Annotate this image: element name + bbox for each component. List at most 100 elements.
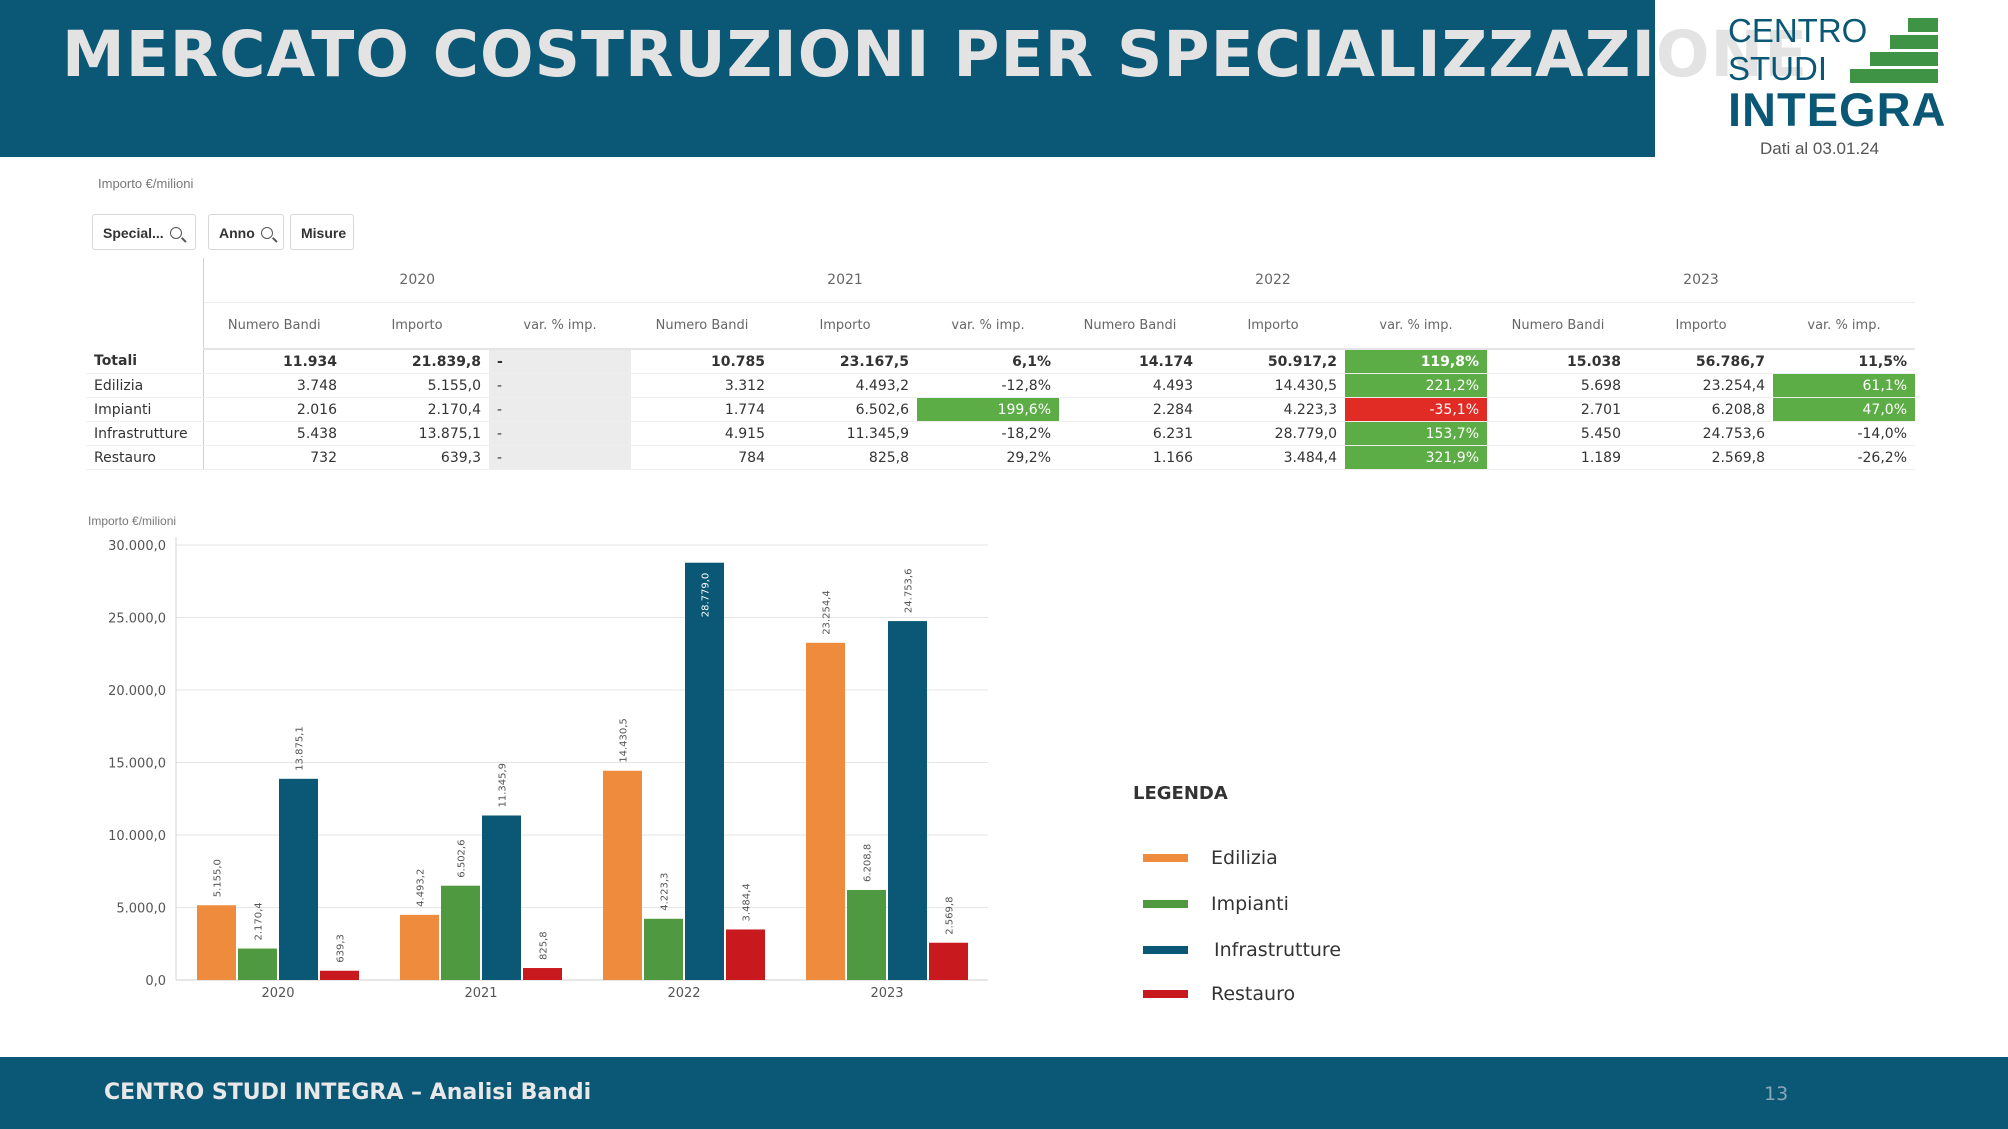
data-label: 4.223,3 — [660, 873, 671, 911]
data-label: 825,8 — [539, 931, 550, 960]
var-percent-cell: 221,2% — [1345, 373, 1487, 398]
year-header: 2021 — [631, 258, 1059, 303]
importo-cell: 4.223,3 — [1201, 397, 1345, 422]
misure-label: Misure — [301, 225, 347, 241]
numero-bandi-cell: 5.698 — [1487, 373, 1629, 398]
numero-bandi-cell: 2.701 — [1487, 397, 1629, 422]
table-row: Totali 11.934 21.839,8-10.785 23.167,5 6,1% 1… — [86, 349, 1915, 374]
column-header: var. % imp. — [1773, 302, 1915, 350]
var-percent-cell: -18,2% — [917, 421, 1059, 446]
numero-bandi-cell: 2.284 — [1059, 397, 1201, 422]
specializzazione-filter-label: Special... — [103, 225, 164, 241]
footer-text: CENTRO STUDI INTEGRA – Analisi Bandi — [104, 1080, 592, 1105]
var-percent-cell: -26,2% — [1773, 445, 1915, 470]
year-header: 2023 — [1487, 258, 1915, 303]
data-label: 14.430,5 — [619, 718, 630, 763]
data-label: 24.753,6 — [904, 569, 915, 614]
importo-cell: 23.167,5 — [773, 349, 917, 374]
page-title: MERCATO COSTRUZIONI PER SPECIALIZZAZIONE — [62, 18, 1809, 91]
misure-button[interactable]: Misure — [290, 214, 354, 250]
importo-cell: 6.208,8 — [1629, 397, 1773, 422]
var-percent-cell: 11,5% — [1773, 349, 1915, 374]
x-tick-label: 2022 — [667, 986, 700, 1001]
y-tick-label: 25.000,0 — [108, 612, 166, 627]
importo-cell: 4.493,2 — [773, 373, 917, 398]
bar-restauro-2021 — [523, 968, 562, 980]
numero-bandi-cell: 3.748 — [203, 373, 345, 398]
var-percent-cell: - — [489, 373, 631, 398]
numero-bandi-cell: 6.231 — [1059, 421, 1201, 446]
data-label: 13.875,1 — [295, 726, 306, 771]
var-percent-cell: - — [489, 421, 631, 446]
data-label: 639,3 — [336, 934, 347, 963]
bar-edilizia-2020 — [197, 905, 236, 980]
importo-cell: 14.430,5 — [1201, 373, 1345, 398]
y-tick-label: 10.000,0 — [108, 829, 166, 844]
importo-cell: 13.875,1 — [345, 421, 489, 446]
bar-edilizia-2022 — [603, 770, 642, 980]
bar-impianti-2020 — [238, 948, 277, 980]
bar-impianti-2022 — [644, 918, 683, 980]
column-header: var. % imp. — [489, 302, 631, 350]
column-header: Numero Bandi — [203, 302, 345, 350]
y-tick-label: 5.000,0 — [116, 902, 166, 917]
legend-item-edilizia: Edilizia — [1143, 843, 1443, 873]
numero-bandi-cell: 5.438 — [203, 421, 345, 446]
numero-bandi-cell: 3.312 — [631, 373, 773, 398]
importo-cell: 6.502,6 — [773, 397, 917, 422]
var-percent-cell: 321,9% — [1345, 445, 1487, 470]
column-header: var. % imp. — [917, 302, 1059, 350]
column-header: Numero Bandi — [1487, 302, 1629, 350]
var-percent-cell: 29,2% — [917, 445, 1059, 470]
data-label: 2.170,4 — [254, 902, 265, 940]
numero-bandi-cell: 15.038 — [1487, 349, 1629, 374]
table-unit-label: Importo €/milioni — [98, 176, 194, 191]
anno-filter-button[interactable]: Anno — [208, 214, 284, 250]
legend-item-infrastrutture: Infrastrutture — [1143, 935, 1443, 965]
legend-swatch — [1143, 900, 1188, 908]
table-row: Impianti 2.016 2.170,4-1.774 6.502,6 199,6% 2… — [86, 397, 1915, 422]
numero-bandi-cell: 1.774 — [631, 397, 773, 422]
bar-edilizia-2023 — [806, 642, 845, 980]
legend-item-restauro: Restauro — [1143, 979, 1443, 1009]
importo-cell: 3.484,4 — [1201, 445, 1345, 470]
logo-blocks-icon — [1850, 18, 1942, 84]
column-header: Importo — [1201, 302, 1345, 350]
numero-bandi-cell: 1.166 — [1059, 445, 1201, 470]
data-label: 5.155,0 — [213, 859, 224, 897]
table-row: Edilizia 3.748 5.155,0-3.312 4.493,2 -12,8% 4… — [86, 373, 1915, 398]
importo-cell: 56.786,7 — [1629, 349, 1773, 374]
data-date: Dati al 03.01.24 — [1760, 139, 1880, 158]
numero-bandi-cell: 1.189 — [1487, 445, 1629, 470]
search-icon — [260, 227, 273, 239]
table-corner — [86, 258, 204, 349]
var-percent-cell: 199,6% — [917, 397, 1059, 422]
page-number: 13 — [1764, 1083, 1789, 1105]
bar-impianti-2021 — [441, 885, 480, 980]
column-header: Numero Bandi — [631, 302, 773, 350]
numero-bandi-cell: 14.174 — [1059, 349, 1201, 374]
numero-bandi-cell: 10.785 — [631, 349, 773, 374]
data-label: 11.345,9 — [498, 763, 509, 808]
bar-impianti-2023 — [847, 889, 886, 980]
footer: CENTRO STUDI INTEGRA – Analisi Bandi 13 — [0, 1057, 2008, 1129]
legend-item-impianti: Impianti — [1143, 889, 1443, 919]
var-percent-cell: 47,0% — [1773, 397, 1915, 422]
var-percent-cell: 6,1% — [917, 349, 1059, 374]
importo-cell: 639,3 — [345, 445, 489, 470]
data-label: 6.208,8 — [863, 844, 874, 882]
y-tick-label: 15.000,0 — [108, 757, 166, 772]
data-label: 28.779,0 — [701, 573, 712, 618]
specializzazione-table: 2020 2021 2022 2023 Numero Bandi Importo var. … — [86, 258, 1915, 470]
row-label: Infrastrutture — [86, 421, 204, 446]
column-header: var. % imp. — [1345, 302, 1487, 350]
bar-edilizia-2021 — [400, 914, 439, 980]
legend-title: LEGENDA — [1133, 783, 1228, 804]
legend-label: Infrastrutture — [1214, 939, 1342, 961]
x-tick-label: 2021 — [464, 986, 497, 1001]
importo-cell: 2.569,8 — [1629, 445, 1773, 470]
row-label: Edilizia — [86, 373, 204, 398]
anno-filter-label: Anno — [219, 225, 255, 241]
bar-infrastrutture-2020 — [279, 778, 318, 980]
specializzazione-filter-button[interactable]: Special... — [92, 214, 196, 250]
